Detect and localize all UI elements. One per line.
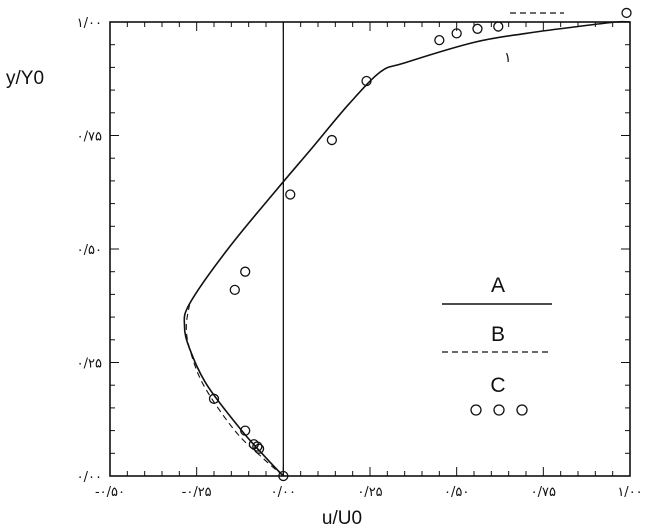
series-line-a [183,20,631,477]
data-point-c [208,393,220,404]
x-tick-label: ۰/۵۰ [444,485,469,500]
series-line-b [185,303,284,477]
data-point-c [621,7,632,19]
data-point-c [451,28,462,39]
data-point-c [240,266,251,277]
x-axis-title: u/U0 [322,508,362,529]
y-tick-label: ۰/۷۵ [77,130,102,145]
data-point-c [472,23,483,34]
x-tick-label: ۰/۷۵ [531,485,556,500]
x-tick-label: ۱/۰۰ [617,485,642,500]
legend-marker-c-1 [470,404,482,416]
markers-group [208,7,632,482]
y-tick-label: ۱/۰۰ [77,16,102,31]
data-point-c [240,425,251,436]
plot-border [109,21,631,477]
curve-annotation: ۱ [504,49,512,65]
legend-label-c: C [490,374,505,397]
data-point-c [248,439,260,450]
axis-ticks [109,21,631,477]
y-tick-label: ۰/۵۰ [77,243,102,258]
legend-label-a: A [491,274,505,297]
data-point-c [493,21,504,32]
y-tick-label: ۰/۲۵ [77,357,102,372]
x-tick-label: ۰/۰۰ [271,485,296,500]
legend: A B C [442,274,552,416]
data-point-c [229,284,240,296]
data-point-c [361,75,372,87]
legend-label-b: B [491,323,505,346]
data-point-c [278,470,289,482]
x-tick-label: -۰/۲۵ [182,485,212,500]
data-point-c [285,189,296,200]
plot-frame [109,21,631,477]
x-tick-label: ۰/۲۵ [357,485,382,500]
data-point-c [434,35,445,46]
x-tick-label: -۰/۵۰ [95,485,125,500]
data-point-c [326,134,338,146]
legend-marker-c-3 [516,404,528,416]
tick-labels: -۰/۵۰ -۰/۲۵ ۰/۰۰ ۰/۲۵ ۰/۵۰ ۰/۷۵ ۱/۰۰ ۰/۰۰ ۰/۲۵ ۰/… [77,16,643,500]
y-axis-title: y/Y0 [6,68,44,89]
series-group [183,20,631,477]
legend-marker-c-2 [493,404,505,416]
y-tick-label: ۰/۰۰ [77,470,102,485]
